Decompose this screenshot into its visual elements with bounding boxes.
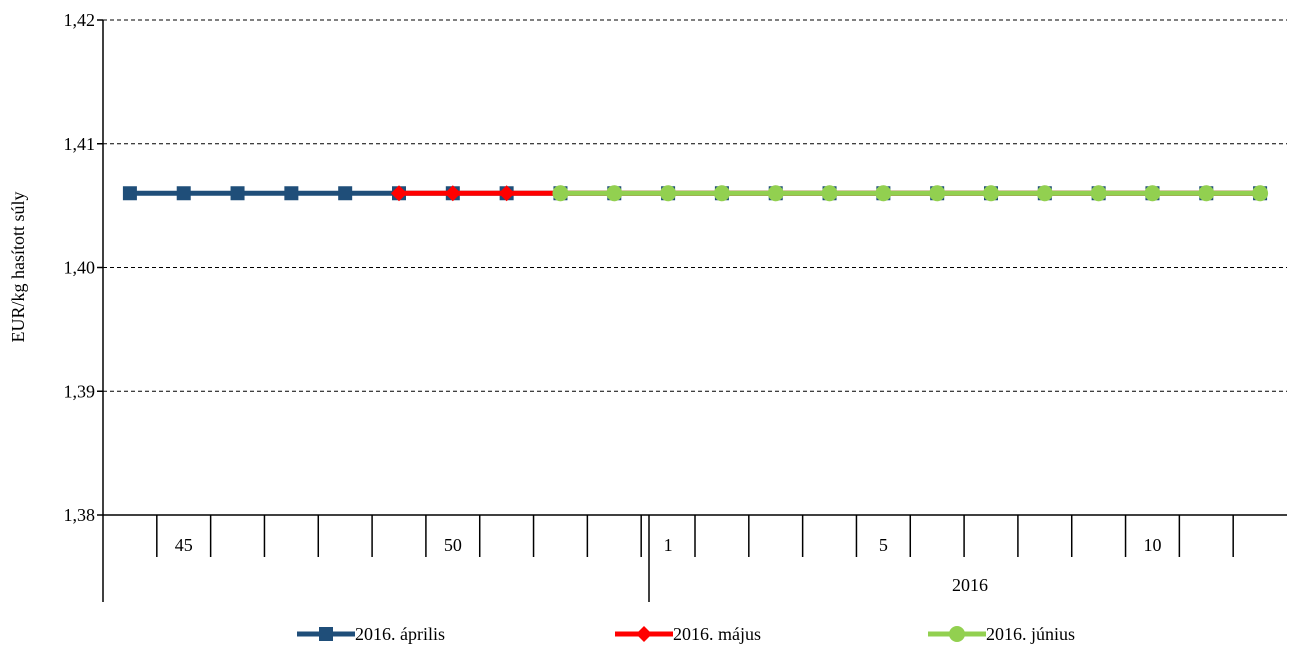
data-point: [713, 185, 730, 202]
data-point: [1252, 185, 1269, 202]
y-tick-label: 1,38: [64, 505, 96, 525]
y-tick-label: 1,42: [64, 10, 96, 30]
line-chart: 1,38 1,39 1,40 1,41 1,42 45 50 1 5 10 EUR/kg has…: [8, 10, 1287, 602]
data-point: [929, 185, 946, 202]
axes: [97, 19, 1287, 602]
x-group-label: 2016: [952, 575, 988, 595]
legend-item-april: 2016. április: [297, 622, 445, 646]
data-point: [498, 185, 515, 202]
legend-label-april: 2016. április: [355, 623, 445, 644]
legend-item-may: 2016. május: [615, 622, 761, 646]
legend-label-june: 2016. június: [986, 623, 1076, 644]
data-point: [391, 185, 407, 202]
x-tick-label: 1: [664, 535, 673, 555]
data-point: [660, 185, 677, 202]
x-tick-label: 10: [1143, 535, 1161, 555]
legend-marker-april: [297, 627, 355, 641]
grid-lines: [103, 19, 1287, 392]
y-tick-label: 1,41: [64, 134, 96, 154]
data-point: [606, 185, 623, 202]
x-tick-label: 5: [879, 535, 888, 555]
legend: 2016. április 2016. május 2016. június: [0, 620, 1297, 646]
data-point: [338, 186, 353, 201]
data-point: [1036, 185, 1053, 202]
data-point: [767, 185, 784, 202]
x-tick-label: 45: [175, 535, 193, 555]
x-tick-labels: 45 50 1 5 10: [175, 535, 1162, 555]
series-group: [122, 185, 1269, 202]
data-point: [1198, 185, 1215, 202]
x-tick-label: 50: [444, 535, 462, 555]
data-point: [122, 186, 137, 201]
legend-marker-may: [615, 626, 673, 642]
data-point: [552, 185, 569, 202]
data-point: [176, 186, 191, 201]
legend-item-june: 2016. június: [928, 622, 1075, 646]
data-point: [875, 185, 892, 202]
data-point: [1144, 185, 1161, 202]
data-point: [230, 186, 245, 201]
y-axis-title: EUR/kg hasított súly: [8, 191, 28, 342]
data-point: [284, 186, 299, 201]
y-tick-label: 1,39: [64, 381, 96, 401]
legend-label-may: 2016. május: [673, 623, 761, 644]
y-tick-labels: 1,38 1,39 1,40 1,41 1,42: [64, 10, 96, 525]
legend-marker-june: [928, 626, 986, 642]
data-point: [1090, 185, 1107, 202]
y-tick-label: 1,40: [64, 258, 96, 278]
series-3: [552, 185, 1269, 202]
data-point: [983, 185, 999, 202]
data-point: [821, 185, 838, 202]
data-point: [444, 185, 461, 202]
